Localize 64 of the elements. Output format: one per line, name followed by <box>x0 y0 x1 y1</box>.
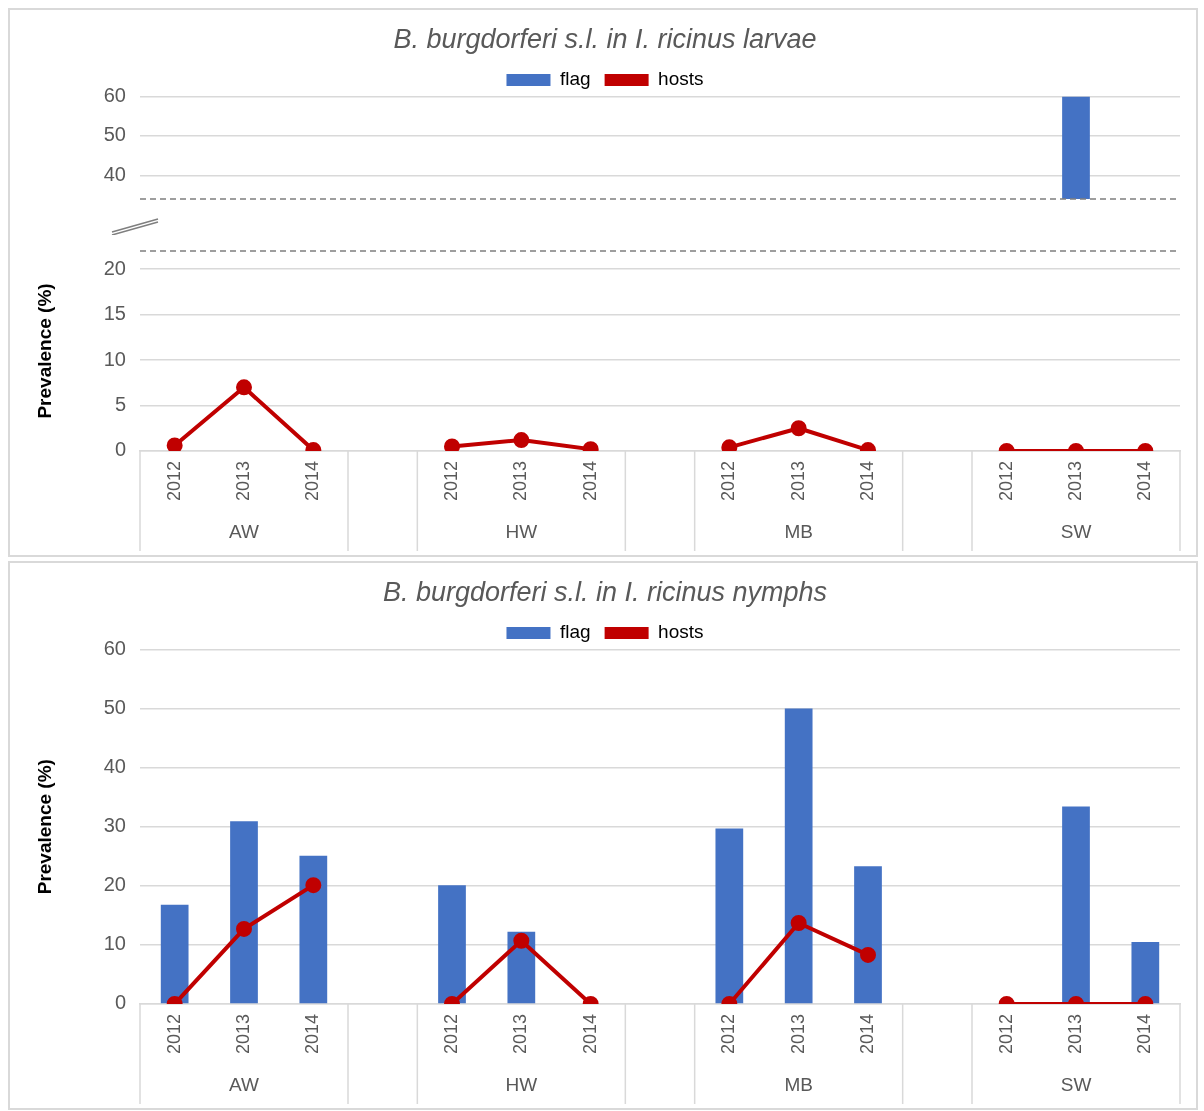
text: HW <box>505 521 538 543</box>
x-tick-label: 2012 <box>718 1013 739 1054</box>
text: AW <box>229 1074 260 1096</box>
x-tick-label: 2014 <box>1134 460 1155 501</box>
x-tick-label: 2012 <box>163 460 184 501</box>
text: HW <box>505 1074 538 1096</box>
x-tick-label: 2014 <box>856 460 877 501</box>
y-tick-label: 0 <box>114 438 126 461</box>
y-tick-label: 20 <box>103 256 126 279</box>
x-tick-label: 2014 <box>1134 1013 1155 1054</box>
x-tick-label: 2013 <box>232 1013 253 1054</box>
x-tick-label: 2013 <box>510 1013 531 1054</box>
x-tick-label: 2013 <box>787 1013 808 1054</box>
x-tick-label: 2013 <box>1064 1013 1085 1054</box>
y-tick-label: 20 <box>103 873 126 896</box>
legend-label: flag <box>559 621 591 643</box>
x-tick-label: 2013 <box>510 460 531 501</box>
x-tick-label: 2014 <box>302 460 323 501</box>
bar <box>1062 806 1090 1004</box>
x-tick-label: 2013 <box>232 460 253 501</box>
bar <box>160 904 189 1004</box>
y-tick-label: 50 <box>103 696 126 719</box>
x-tick-label: 2012 <box>440 1013 461 1054</box>
y-axis-title: Prevalence (%) <box>33 283 55 419</box>
x-tick-label: 2014 <box>579 460 600 501</box>
bar <box>784 708 813 1004</box>
chart-title: B. burgdorferi s.l. in I. ricinus larvae <box>393 23 817 54</box>
text: SW <box>1060 521 1092 543</box>
y-tick-label: 40 <box>103 755 126 778</box>
text: AW <box>229 521 260 543</box>
bar <box>854 866 882 1004</box>
y-tick-label: 15 <box>103 302 126 325</box>
y-tick-label: 60 <box>103 636 126 659</box>
x-tick-label: 2014 <box>579 1013 600 1054</box>
y-tick-label: 5 <box>114 393 126 416</box>
x-tick-label: 2012 <box>718 460 739 501</box>
y-tick-label: 60 <box>103 83 126 106</box>
y-tick-label: 10 <box>103 347 126 370</box>
legend-label: hosts <box>658 621 704 643</box>
x-tick-label: 2014 <box>856 1013 877 1054</box>
x-tick-label: 2013 <box>787 460 808 501</box>
text: SW <box>1060 1074 1092 1096</box>
x-tick-label: 2012 <box>163 1013 184 1054</box>
x-tick-label: 2014 <box>302 1013 323 1054</box>
x-tick-label: 2012 <box>995 1013 1016 1054</box>
legend-label: hosts <box>658 68 704 90</box>
bar <box>715 828 744 1004</box>
x-tick-label: 2012 <box>440 460 461 501</box>
text: MB <box>784 1074 813 1096</box>
chart-title: B. burgdorferi s.l. in I. ricinus nymphs <box>382 576 828 607</box>
y-tick-label: 40 <box>103 162 126 185</box>
legend-label: flag <box>559 68 591 90</box>
bar <box>438 885 466 1004</box>
y-axis-title: Prevalence (%) <box>33 759 55 895</box>
y-tick-label: 10 <box>103 932 126 955</box>
bar <box>299 855 328 1004</box>
bar <box>1131 941 1160 1004</box>
x-tick-label: 2013 <box>1064 460 1085 501</box>
y-tick-label: 30 <box>103 814 126 837</box>
bar <box>230 821 258 1004</box>
y-tick-label: 50 <box>103 123 126 146</box>
x-tick-label: 2012 <box>995 460 1016 501</box>
text: MB <box>784 521 813 543</box>
y-tick-label: 0 <box>114 991 126 1014</box>
